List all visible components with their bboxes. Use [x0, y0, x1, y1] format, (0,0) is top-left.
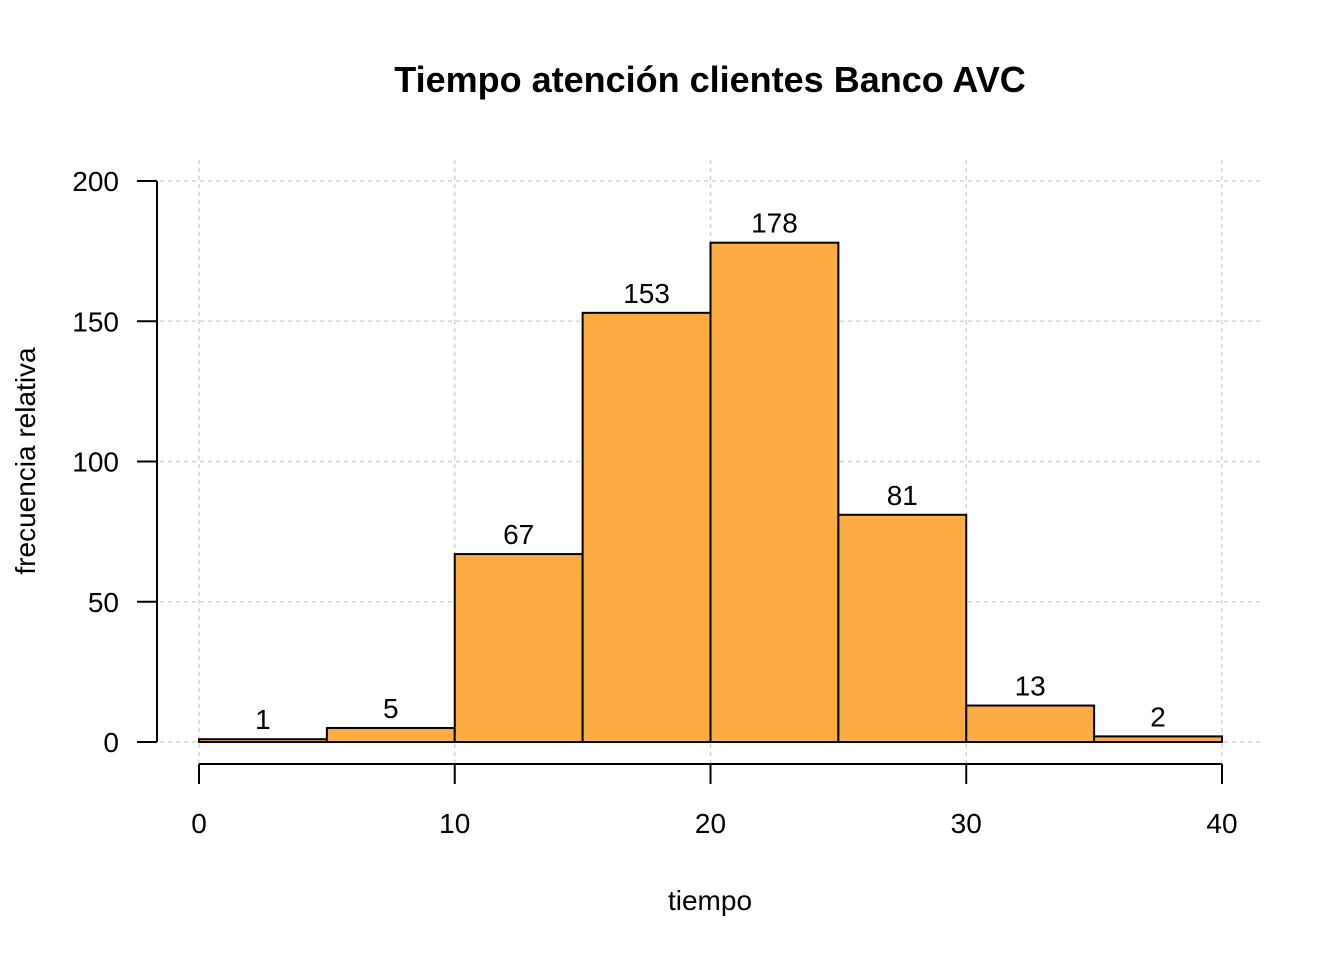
bar-4	[709, 241, 840, 744]
bar-1	[325, 726, 456, 743]
data-label-0: 1	[255, 704, 271, 735]
data-label-7: 2	[1150, 701, 1166, 732]
y-tick-label-4: 200	[72, 166, 119, 197]
y-tick-label-1: 50	[88, 587, 119, 618]
bar-3	[581, 311, 712, 743]
data-label-3: 153	[623, 278, 670, 309]
x-tick-label-1: 10	[439, 808, 470, 839]
data-labels: 1 5 67 153 178 81 13 2	[255, 208, 1166, 735]
chart-title: Tiempo atención clientes Banco AVC	[394, 59, 1025, 100]
data-label-4: 178	[751, 208, 798, 239]
x-tick-label-0: 0	[191, 808, 207, 839]
bar-5	[837, 513, 968, 743]
y-axis: 0 50 100 150 200	[72, 166, 158, 758]
x-tick-label-3: 30	[951, 808, 982, 839]
bar-6	[965, 704, 1096, 743]
data-label-1: 5	[383, 693, 399, 724]
x-tick-label-2: 20	[695, 808, 726, 839]
y-axis-label: frecuencia relativa	[10, 347, 41, 575]
x-axis-label: tiempo	[668, 885, 752, 916]
data-label-6: 13	[1015, 671, 1046, 702]
data-label-2: 67	[503, 519, 534, 550]
bar-2	[453, 553, 584, 743]
y-tick-label-3: 150	[72, 306, 119, 337]
x-axis: 0 10 20 30 40	[191, 763, 1238, 839]
bar-7	[1093, 735, 1223, 744]
data-label-5: 81	[887, 480, 918, 511]
y-tick-label-0: 0	[103, 727, 119, 758]
y-tick-label-2: 100	[72, 447, 119, 478]
x-tick-label-4: 40	[1206, 808, 1237, 839]
bars	[198, 241, 1223, 744]
bar-0	[198, 738, 328, 744]
